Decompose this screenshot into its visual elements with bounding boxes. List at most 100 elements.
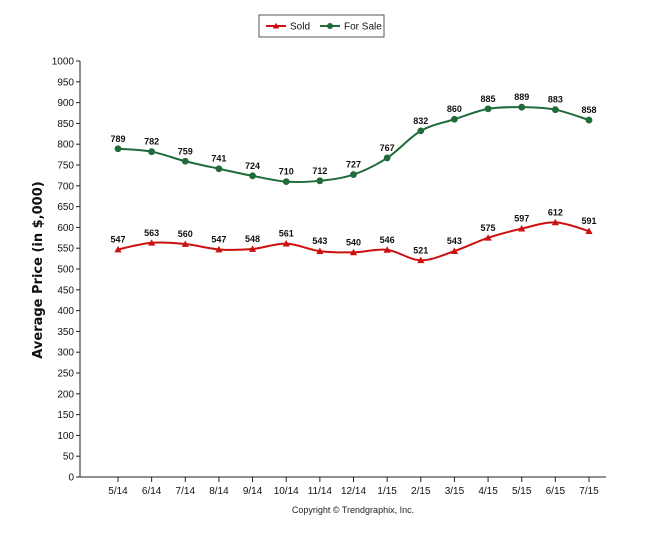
data-point — [114, 145, 122, 153]
data-label: 521 — [413, 245, 428, 255]
legend: Sold For Sale — [258, 14, 385, 38]
y-tick-label: 500 — [57, 265, 74, 276]
data-point — [417, 127, 425, 135]
data-label: 883 — [548, 95, 563, 105]
series-sold: 547 563 560 547 548 561 543 540 546 521 543 575 597 6… — [110, 207, 597, 264]
data-label: 540 — [346, 237, 361, 247]
data-label: 782 — [144, 137, 159, 147]
data-label: 547 — [211, 234, 226, 244]
data-point — [450, 247, 459, 254]
data-label: 712 — [312, 166, 327, 176]
legend-item: For Sale — [320, 22, 382, 33]
x-tick-label: 5/15 — [512, 486, 532, 497]
legend-label: Sold — [290, 22, 310, 33]
x-tick-label: 12/14 — [341, 486, 366, 497]
legend-item: Sold — [266, 22, 310, 33]
y-tick-label: 250 — [57, 369, 74, 380]
x-tick-label: 8/14 — [209, 486, 229, 497]
data-point — [383, 246, 391, 253]
data-point — [148, 148, 156, 156]
data-point — [551, 218, 559, 226]
data-label: 591 — [581, 216, 596, 226]
y-tick-label: 350 — [57, 327, 74, 338]
x-tick-label: 9/14 — [243, 486, 263, 497]
y-tick-label: 150 — [57, 410, 74, 421]
x-tick-label: 3/15 — [445, 486, 465, 497]
data-point — [215, 165, 223, 173]
data-label: 724 — [245, 161, 260, 171]
legend-marker — [327, 23, 333, 29]
data-point — [349, 248, 358, 256]
y-tick-label: 750 — [57, 161, 74, 172]
data-label: 548 — [245, 234, 260, 244]
data-label: 547 — [110, 234, 125, 244]
data-point — [114, 245, 122, 253]
y-tick-label: 100 — [57, 431, 74, 442]
y-tick-label: 550 — [57, 244, 74, 255]
x-tick-label: 7/14 — [176, 486, 196, 497]
data-point — [585, 116, 593, 124]
data-point — [316, 247, 324, 254]
data-point — [417, 256, 425, 264]
series-line — [117, 106, 590, 184]
data-label: 575 — [481, 223, 496, 233]
series-group: 547 563 560 547 548 561 543 540 546 521 543 575 597 6… — [110, 92, 597, 264]
data-point — [518, 103, 526, 111]
x-tick-label: 10/14 — [274, 486, 299, 497]
data-label: 563 — [144, 228, 159, 238]
y-tick-label: 700 — [57, 181, 74, 192]
y-tick-label: 450 — [57, 285, 74, 296]
data-label: 860 — [447, 104, 462, 114]
copyright-note: Copyright © Trendgraphix, Inc. — [292, 505, 414, 515]
y-tick-label: 1000 — [52, 57, 75, 68]
data-label: 741 — [211, 154, 226, 164]
data-point — [282, 240, 290, 247]
data-label: 561 — [279, 229, 294, 239]
data-label: 889 — [514, 92, 529, 102]
data-label: 560 — [178, 229, 193, 239]
data-label: 543 — [312, 236, 327, 246]
data-label: 789 — [110, 134, 125, 144]
data-label: 885 — [481, 94, 496, 104]
data-point — [350, 171, 357, 178]
x-tick-label: 4/15 — [478, 486, 498, 497]
data-label: 543 — [447, 236, 462, 246]
data-label: 858 — [581, 105, 596, 115]
y-tick-label: 200 — [57, 389, 74, 400]
data-point — [451, 115, 458, 123]
data-label: 612 — [548, 207, 563, 217]
data-label: 597 — [514, 214, 529, 224]
y-tick-label: 0 — [68, 473, 74, 484]
y-tick-label: 850 — [57, 119, 74, 130]
x-tick-label: 5/14 — [108, 486, 128, 497]
x-tick-label: 6/15 — [546, 486, 566, 497]
data-label: 546 — [380, 235, 395, 245]
y-tick-label: 300 — [57, 348, 74, 359]
y-tick-label: 900 — [57, 98, 74, 109]
x-tick-label: 1/15 — [377, 486, 397, 497]
data-point — [282, 178, 290, 186]
data-point — [181, 240, 189, 247]
data-label: 832 — [413, 116, 428, 126]
y-tick-label: 800 — [57, 140, 74, 151]
data-label: 759 — [178, 146, 193, 156]
data-point — [316, 177, 324, 185]
y-tick-label: 650 — [57, 202, 74, 213]
data-label: 710 — [279, 167, 294, 177]
data-point — [585, 227, 593, 235]
data-point — [181, 157, 189, 165]
y-axis-label: Average Price (in $,000) — [31, 181, 46, 358]
y-tick-label: 50 — [63, 452, 75, 463]
data-point — [215, 245, 223, 253]
data-label: 767 — [380, 143, 395, 153]
x-tick-label: 7/15 — [579, 486, 599, 497]
data-point — [484, 105, 492, 113]
y-tick-label: 400 — [57, 306, 74, 317]
axes: 0 50 100 150 200 250 300 350 400 450 500 550 600 650 7… — [52, 57, 606, 497]
series-for-sale: 789 782 759 741 724 710 712 727 767 832 860 885 889 8… — [110, 92, 597, 186]
data-point — [383, 154, 391, 162]
data-point — [148, 239, 156, 246]
legend-label: For Sale — [344, 22, 382, 33]
data-point — [248, 245, 257, 252]
